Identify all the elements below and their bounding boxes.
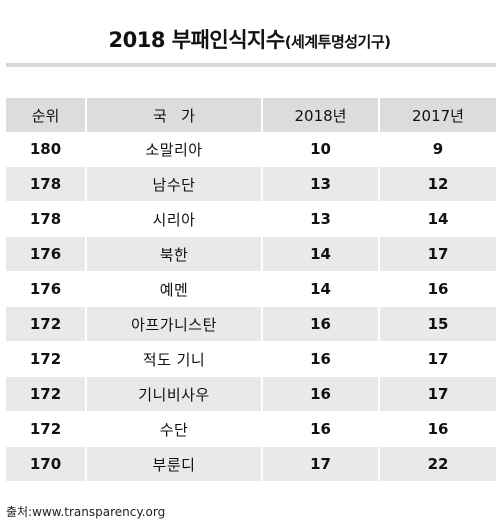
table-row: 170 부룬디 17 22 (6, 446, 496, 482)
header-country: 국 가 (85, 98, 262, 132)
rank-cell: 172 (29, 350, 62, 368)
header-2018: 2018년 (261, 98, 379, 132)
table-row: 180 소말리아 10 9 (6, 132, 496, 167)
country-cell: 시리아 (85, 201, 262, 237)
corruption-index-table: 순위 국 가 2018년 2017년 180 소말리아 10 9 178 남수단 13 12 1… (6, 98, 496, 482)
score-2017-cell: 12 (378, 166, 496, 202)
rank-cell: 176 (6, 236, 86, 272)
country-cell: 적도 기니 (85, 341, 262, 377)
country-cell: 소말리아 (85, 132, 262, 167)
score-2018-cell: 16 (261, 411, 379, 447)
page-title: 2018 부패인식지수(세계투명성기구) (0, 24, 499, 54)
score-2017-cell: 17 (378, 236, 496, 272)
country-cell: 수단 (85, 411, 262, 447)
score-2018-cell: 16 (261, 306, 379, 342)
score-2018-cell: 17 (261, 446, 379, 482)
score-2017-cell: 16 (378, 271, 496, 307)
score-2017-cell: 17 (378, 341, 496, 377)
source-note: 출처:www.transparency.org (6, 505, 166, 519)
score-2018-cell: 13 (261, 166, 379, 202)
country-cell: 기니비사우 (85, 376, 262, 412)
country-cell: 부룬디 (85, 446, 262, 482)
country-cell: 북한 (85, 236, 262, 272)
score-2017-cell: 17 (378, 376, 496, 412)
country-cell: 예멘 (85, 271, 262, 307)
score-2018-cell: 14 (261, 236, 379, 272)
score-2018-cell: 13 (261, 201, 379, 237)
score-2017-cell: 15 (378, 306, 496, 342)
score-2017-cell: 22 (378, 446, 496, 482)
table-row: 178 시리아 13 14 (6, 201, 496, 237)
country-cell: 아프가니스탄 (85, 306, 262, 342)
header-2017: 2017년 (378, 98, 496, 132)
rank-cell: 170 (6, 446, 86, 482)
rank-cell: 178 (29, 210, 62, 228)
table-row: 172 아프가니스탄 16 15 (6, 306, 496, 342)
rank-cell: 180 (29, 140, 62, 158)
table-row: 176 북한 14 17 (6, 236, 496, 272)
score-2017-cell: 9 (378, 132, 496, 167)
country-cell: 남수단 (85, 166, 262, 202)
table-row: 172 적도 기니 16 17 (6, 341, 496, 377)
table-header-row: 순위 국 가 2018년 2017년 (6, 98, 496, 132)
title-source-org: (세계투명성기구) (284, 33, 391, 51)
header-rank: 순위 (6, 98, 86, 132)
title-divider (6, 63, 496, 67)
score-2018-cell: 16 (261, 376, 379, 412)
rank-cell: 172 (6, 306, 86, 342)
rank-cell: 172 (29, 420, 62, 438)
score-2017-cell: 16 (378, 411, 496, 447)
title-main: 2018 부패인식지수 (108, 28, 286, 52)
rank-cell: 172 (6, 376, 86, 412)
score-2018-cell: 10 (261, 132, 379, 167)
table-row: 172 기니비사우 16 17 (6, 376, 496, 412)
rank-cell: 178 (6, 166, 86, 202)
score-2018-cell: 16 (261, 341, 379, 377)
score-2017-cell: 14 (378, 201, 496, 237)
score-2018-cell: 14 (261, 271, 379, 307)
rank-cell: 176 (29, 280, 62, 298)
table-row: 172 수단 16 16 (6, 411, 496, 447)
table-row: 178 남수단 13 12 (6, 166, 496, 202)
table-row: 176 예멘 14 16 (6, 271, 496, 307)
